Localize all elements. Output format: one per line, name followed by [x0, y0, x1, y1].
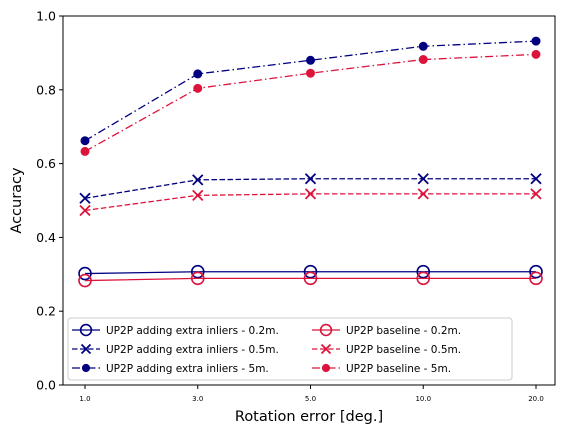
series-3 — [80, 36, 541, 146]
legend-label: UP2P baseline - 5m. — [346, 363, 451, 375]
legend-box — [67, 317, 513, 381]
x-tick-label: 20.0 — [528, 395, 544, 403]
series-line — [84, 277, 536, 282]
legend-label: UP2P baseline - 0.5m. — [346, 344, 461, 356]
data-point — [79, 192, 91, 204]
data-point — [192, 174, 204, 186]
series-line — [84, 53, 537, 152]
data-point — [78, 266, 92, 281]
legend-entry: UP2P adding extra inliers - 0.2m. — [72, 323, 279, 337]
y-tick-label: 0.0 — [36, 378, 56, 393]
data-point — [417, 188, 429, 200]
series-4 — [78, 271, 543, 288]
data-point — [193, 69, 203, 79]
data-point — [303, 271, 318, 286]
data-point — [79, 204, 91, 217]
x-tick-label: 1.0 — [79, 395, 90, 403]
data-point — [416, 271, 431, 286]
legend-marker — [320, 343, 332, 355]
data-point — [306, 55, 315, 65]
data-point — [529, 271, 543, 286]
legend-entry: UP2P adding extra inliers - 0.5m. — [72, 343, 279, 356]
data-point — [78, 273, 92, 288]
axes-layer: 0.0 0.2 0.4 0.6 0.8 1.0 1.0 3.0 5.0 10.0 20.0 — [36, 9, 556, 403]
data-point — [531, 36, 541, 46]
x-axis-label: Rotation error [deg.] — [235, 409, 383, 425]
data-point — [418, 41, 428, 51]
data-point — [80, 146, 90, 156]
plot-frame — [62, 15, 556, 386]
x-tick-label: 5.0 — [305, 395, 316, 403]
data-point — [193, 83, 203, 93]
series-layer — [78, 36, 543, 288]
series-2 — [79, 173, 542, 204]
data-point — [190, 271, 205, 286]
legend: UP2P adding extra inliers - 0.2m. UP2P ad… — [67, 317, 513, 381]
legend-label: UP2P adding extra inliers - 5m. — [106, 363, 269, 375]
series-6 — [80, 49, 541, 156]
data-point — [306, 68, 315, 78]
legend-label: UP2P adding extra inliers - 0.5m. — [106, 344, 279, 356]
data-point — [304, 173, 317, 185]
y-tick-label: 0.4 — [36, 230, 56, 245]
legend-entry: UP2P baseline - 5m. — [312, 363, 451, 375]
data-point — [80, 136, 90, 146]
legend-label: UP2P adding extra inliers - 0.2m. — [106, 325, 279, 337]
legend-marker — [80, 343, 92, 355]
legend-entry: UP2P baseline - 0.5m. — [312, 343, 461, 356]
series-5 — [79, 188, 542, 217]
legend-marker — [319, 323, 333, 337]
data-point — [418, 55, 428, 65]
data-point — [192, 189, 204, 201]
data-point — [417, 173, 429, 185]
x-tick-label: 3.0 — [192, 395, 203, 403]
y-tick-label: 0.2 — [36, 304, 56, 319]
data-point — [304, 188, 317, 200]
data-point — [531, 49, 541, 59]
legend-entry: UP2P adding extra inliers - 5m. — [72, 363, 269, 375]
legend-entry: UP2P baseline - 0.2m. — [312, 323, 461, 337]
legend-label: UP2P baseline - 0.2m. — [346, 325, 461, 337]
y-tick-label: 1.0 — [36, 9, 56, 24]
x-tick-label: 10.0 — [415, 395, 431, 403]
y-axis-label: Accuracy — [9, 167, 25, 234]
data-point — [530, 188, 542, 200]
legend-marker — [79, 323, 93, 337]
legend-marker — [81, 363, 91, 373]
y-tick-label: 0.8 — [36, 82, 56, 97]
y-tick-label: 0.6 — [36, 156, 56, 171]
data-point — [530, 173, 542, 185]
legend-marker — [321, 363, 331, 373]
